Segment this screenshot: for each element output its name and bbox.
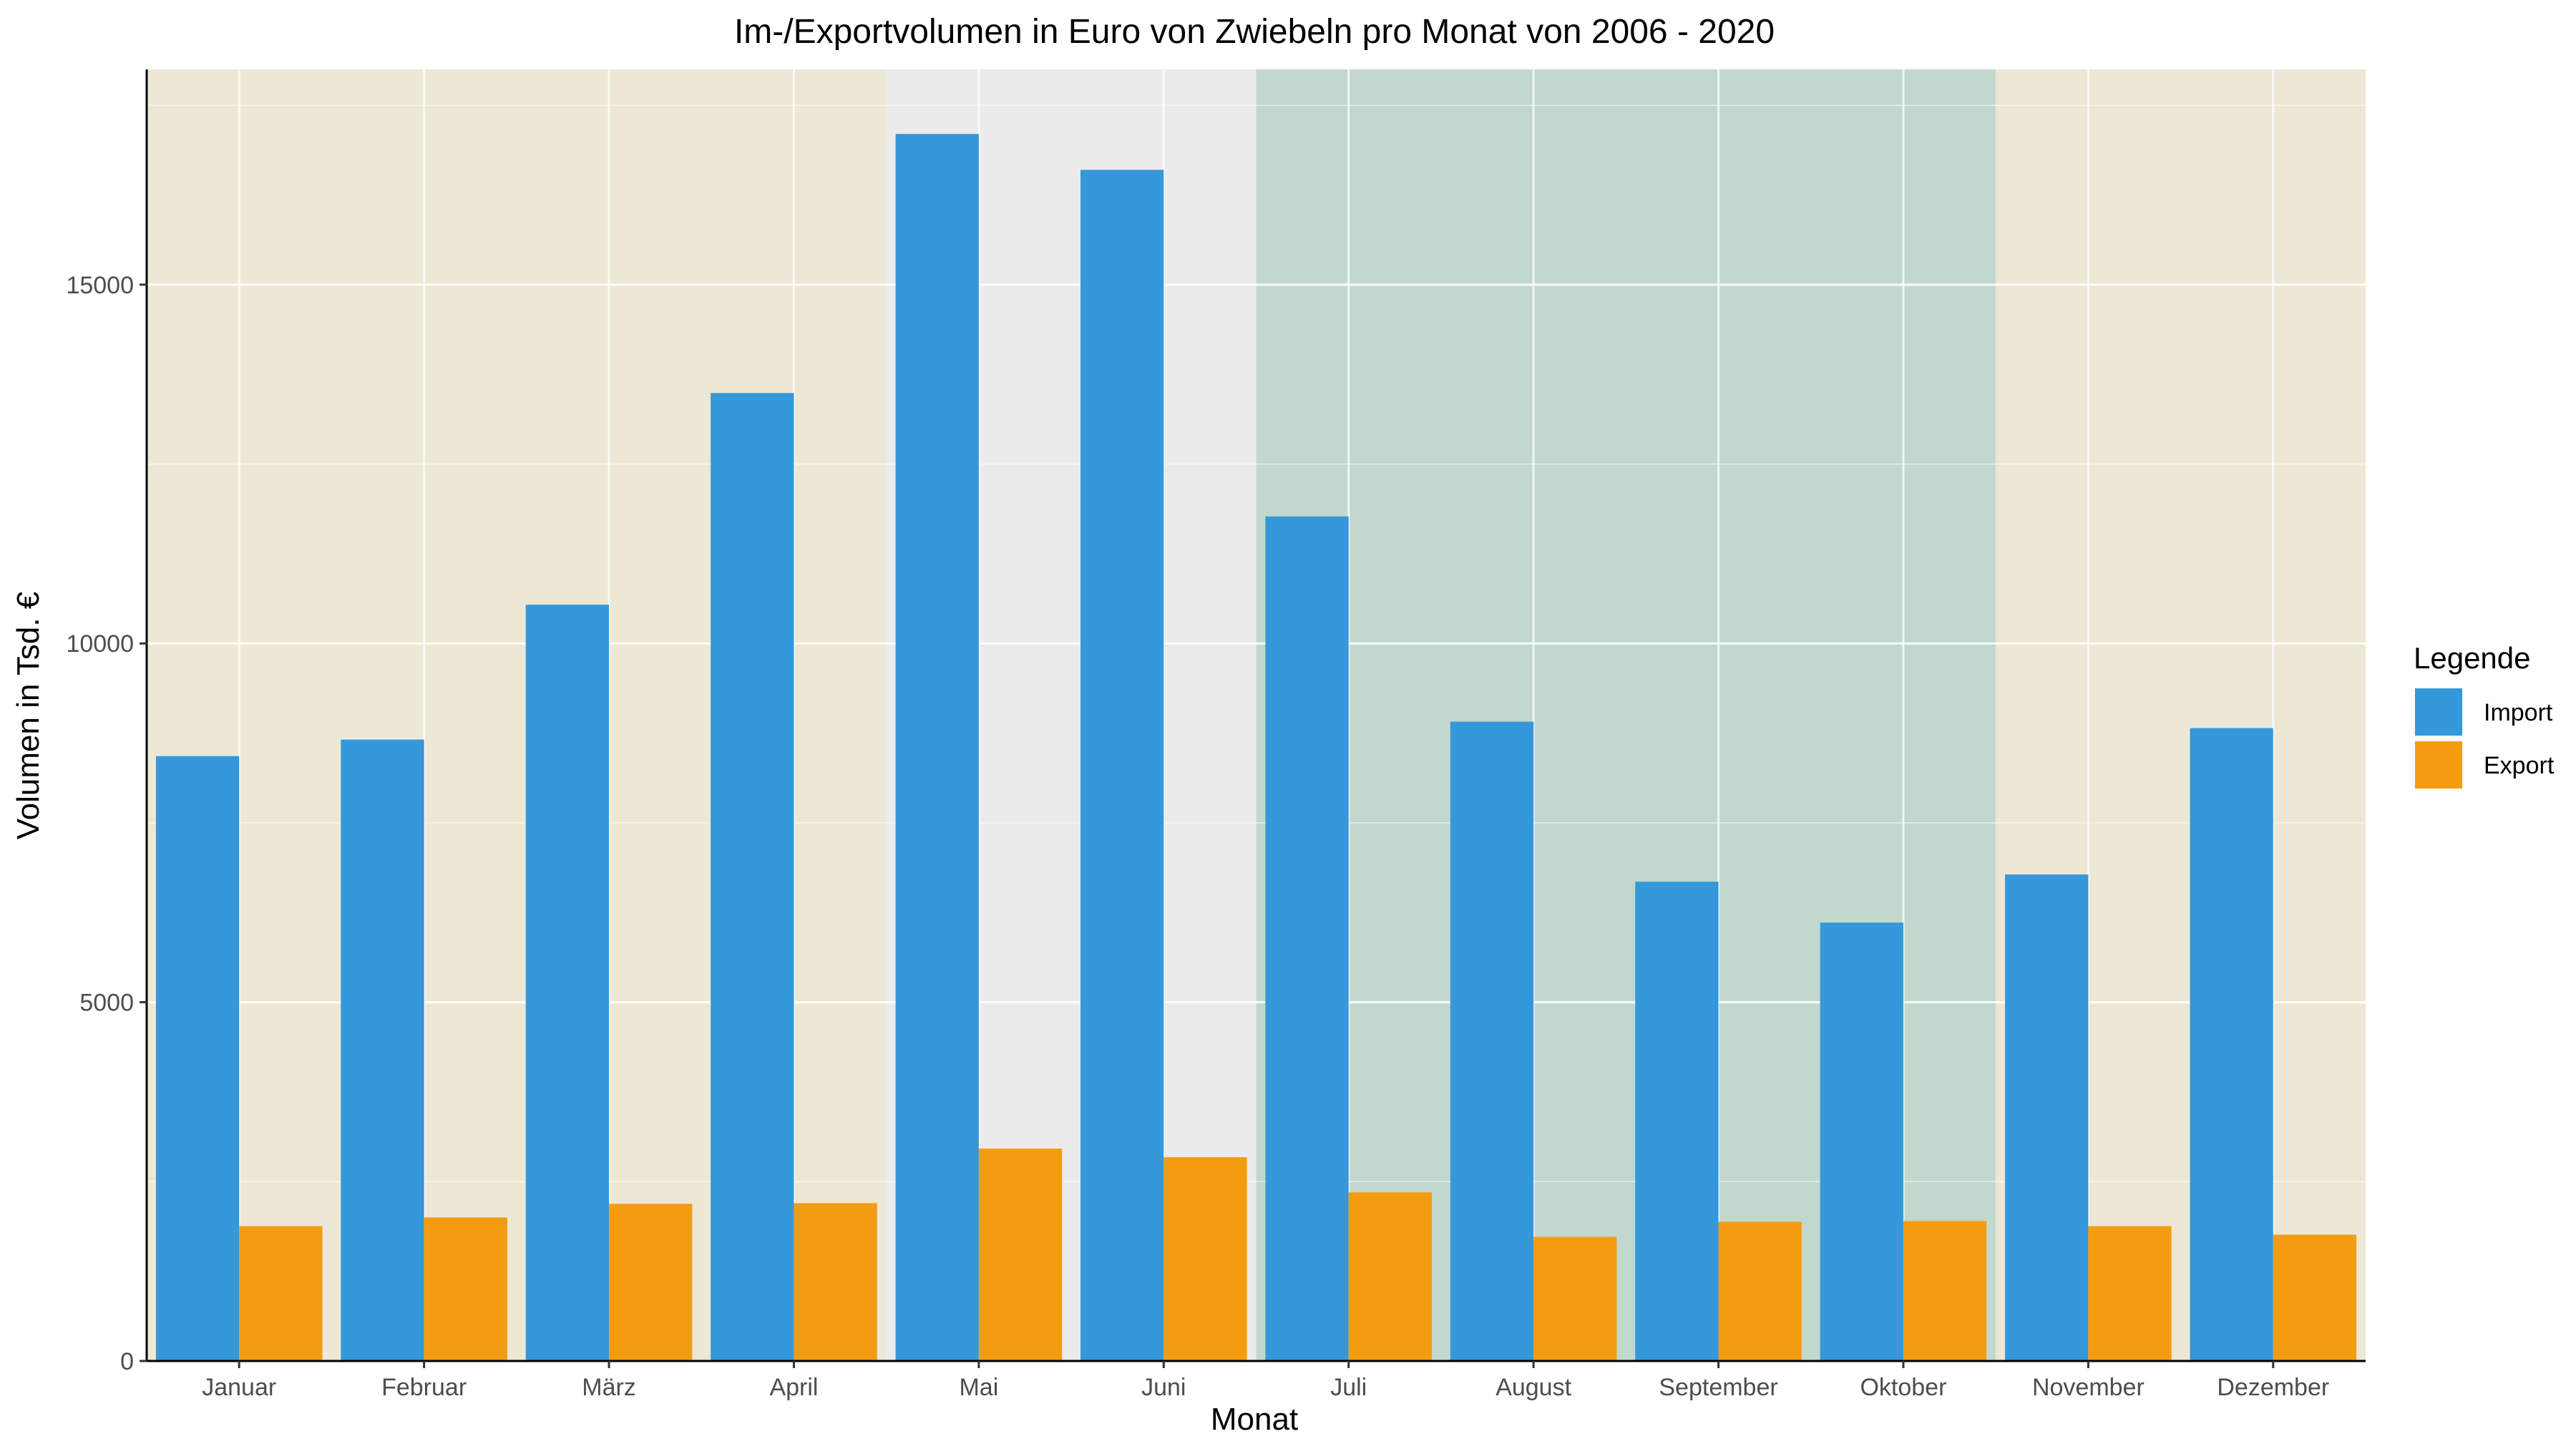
x-tick-label: August [1496,1374,1571,1401]
bar-export-5 [978,1148,1063,1361]
bar-import-8 [1450,721,1534,1361]
bar-import-3 [525,605,610,1361]
bar-import-4 [711,393,794,1361]
legend-title: Legende [2414,641,2531,675]
bar-export-2 [424,1217,507,1361]
x-axis-title: Monat [1211,1402,1298,1437]
legend-label-import: Import [2484,699,2553,726]
legend-swatch-import [2415,688,2462,736]
bars [155,134,2357,1362]
bar-export-9 [1718,1221,1802,1361]
tick-labels: 0 5000 10000 15000 Januar Februar März April Mai… [66,272,2329,1401]
y-tick-label: 0 [120,1348,134,1375]
x-tick-label: Juni [1141,1374,1186,1401]
bar-export-10 [1903,1221,1987,1361]
x-tick-label: März [582,1374,636,1401]
x-tick-label: September [1659,1374,1777,1401]
bar-export-11 [2088,1226,2172,1361]
bar-export-7 [1348,1192,1432,1361]
y-tick-label: 5000 [79,990,134,1017]
bar-import-12 [2190,728,2273,1361]
x-tick-label: April [769,1374,818,1401]
x-tick-label: Januar [202,1374,276,1401]
x-tick-label: Dezember [2217,1374,2329,1401]
bar-export-6 [1163,1157,1247,1361]
x-tick-label: Februar [381,1374,467,1401]
x-tick-label: Mai [959,1374,998,1401]
y-tick-label: 15000 [66,272,134,299]
bar-export-8 [1533,1236,1617,1361]
legend-swatch-export [2415,741,2462,789]
y-tick-label: 10000 [66,630,134,658]
bar-import-7 [1265,516,1349,1362]
y-axis-title: Volumen in Tsd. € [11,592,46,840]
chart-title: Im-/Exportvolumen in Euro von Zwiebeln p… [734,13,1775,51]
bar-export-1 [239,1226,323,1361]
bar-import-11 [2005,874,2089,1361]
bar-import-6 [1080,170,1164,1361]
bar-export-3 [609,1204,693,1361]
bar-export-12 [2273,1234,2357,1361]
axes [140,69,2366,1368]
x-tick-label: Oktober [1860,1374,1946,1401]
bar-import-2 [341,739,424,1361]
x-tick-label: November [2032,1374,2145,1401]
bar-import-1 [155,756,240,1361]
bar-import-10 [1820,922,1903,1361]
legend-label-export: Export [2484,752,2555,779]
bar-import-5 [895,134,979,1361]
bar-export-4 [794,1203,877,1361]
bar-import-9 [1635,882,1719,1361]
legend: Legende Import Export [2414,641,2555,789]
x-tick-label: Juli [1330,1374,1367,1401]
